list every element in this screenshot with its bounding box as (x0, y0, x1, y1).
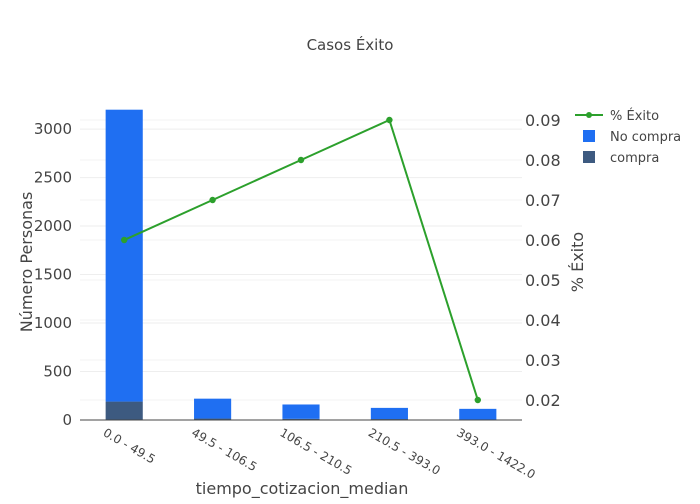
y2-tick-label: 0.03 (525, 351, 561, 370)
x-axis-title: tiempo_cotizacion_median (196, 479, 409, 499)
x-tick-label: 393.0 - 1422.0 (454, 425, 537, 481)
legend-marker (586, 112, 592, 118)
bar-no-compra[interactable] (194, 398, 232, 419)
y-tick-label: 500 (43, 363, 72, 381)
bar-no-compra[interactable] (282, 404, 320, 419)
bar-no-compra[interactable] (459, 408, 497, 420)
bar-no-compra[interactable] (105, 109, 143, 402)
bar-layer (105, 109, 497, 421)
bar-compra[interactable] (282, 418, 320, 420)
line-point[interactable] (209, 196, 216, 204)
y2-tick-label: 0.07 (525, 191, 561, 210)
legend[interactable]: % Éxito No compra compra (575, 108, 681, 166)
y-tick-label: 1500 (34, 266, 72, 284)
x-tick-label: 49.5 - 106.5 (189, 425, 259, 474)
y-tick-label: 3000 (34, 120, 72, 138)
legend-swatch (583, 130, 595, 142)
y-tick-label: 2500 (34, 169, 72, 187)
chart-title: Casos Éxito (307, 35, 394, 54)
line-point[interactable] (386, 116, 393, 124)
x-tick-label: 210.5 - 393.0 (366, 425, 443, 477)
line-point[interactable] (297, 156, 305, 164)
line-point[interactable] (121, 236, 128, 244)
y2-tick-label: 0.02 (525, 391, 561, 410)
legend-label[interactable]: % Éxito (610, 108, 659, 124)
y-tick-label: 2000 (34, 217, 72, 235)
bar-compra[interactable] (194, 418, 232, 420)
line-layer (121, 116, 481, 404)
bar-compra[interactable] (105, 401, 143, 420)
bar-no-compra[interactable] (370, 407, 408, 420)
y-tick-label: 1000 (34, 314, 72, 332)
legend-swatch (583, 151, 595, 163)
y2-tick-label: 0.09 (525, 111, 561, 130)
y-tick-label: 0 (62, 411, 72, 429)
y2-tick-label: 0.08 (525, 151, 561, 170)
line-point[interactable] (474, 396, 481, 404)
y-axis-title: Número Personas (17, 192, 36, 333)
y2-tick-label: 0.05 (525, 271, 561, 290)
legend-label[interactable]: compra (610, 151, 659, 166)
x-tick-label: 0.0 - 49.5 (101, 425, 158, 466)
y2-axis-title: % Éxito (568, 232, 587, 292)
y2-tick-label: 0.04 (525, 311, 561, 330)
y2-tick-label: 0.06 (525, 231, 561, 250)
x-tick-label: 106.5 - 210.5 (278, 425, 355, 477)
legend-label[interactable]: No compra (610, 130, 681, 145)
